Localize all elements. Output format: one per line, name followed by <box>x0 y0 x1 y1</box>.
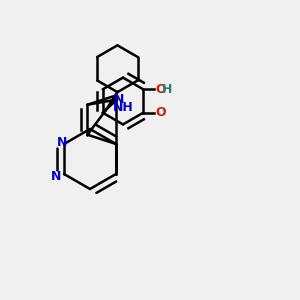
Text: NH: NH <box>113 101 134 114</box>
Text: N: N <box>50 170 61 184</box>
Text: H: H <box>162 83 172 96</box>
Text: N: N <box>114 94 124 106</box>
Text: O: O <box>155 83 166 96</box>
Text: N: N <box>57 136 68 149</box>
Text: O: O <box>155 106 166 119</box>
